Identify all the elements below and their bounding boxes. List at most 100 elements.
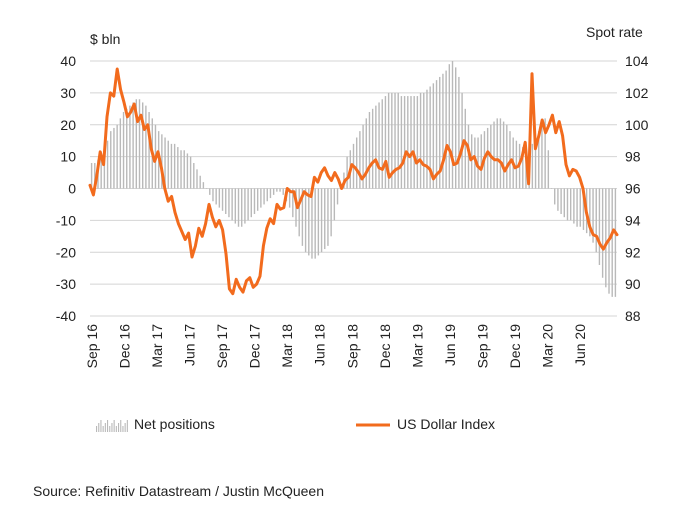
net-position-bar <box>573 188 575 224</box>
net-position-bar <box>269 188 272 199</box>
net-position-bar <box>598 188 601 265</box>
net-position-bar <box>129 105 131 189</box>
left-tick-label: 30 <box>60 85 76 101</box>
net-position-bar <box>189 156 192 189</box>
net-position-bar <box>442 73 444 189</box>
net-position-bar <box>119 118 122 189</box>
net-position-bar <box>458 76 460 189</box>
net-position-bar <box>410 96 412 189</box>
net-position-bar <box>365 118 367 189</box>
legend-bar-stripe <box>98 423 100 432</box>
net-position-bar <box>231 188 233 221</box>
right-tick-label: 90 <box>625 276 641 292</box>
x-tick-label: Sep 16 <box>84 324 100 369</box>
right-tick-label: 94 <box>625 212 641 228</box>
net-position-bar <box>333 188 336 221</box>
net-position-bar <box>225 188 227 214</box>
net-position-bar <box>432 83 435 189</box>
net-position-bar <box>384 96 387 189</box>
net-position-bar <box>116 124 118 189</box>
net-position-bar <box>263 188 265 205</box>
net-position-bar <box>113 127 115 189</box>
net-position-bar <box>474 137 476 189</box>
net-position-bar <box>94 163 96 189</box>
net-position-bar <box>589 188 591 237</box>
net-position-bar <box>122 112 125 189</box>
net-position-bar <box>592 188 594 243</box>
net-position-bar <box>515 140 518 189</box>
net-position-bar <box>237 188 240 227</box>
right-axis-ticks: 104 102 100 98 96 94 92 90 88 <box>625 53 649 324</box>
x-tick-label: Sep 18 <box>344 324 360 369</box>
net-position-bar <box>381 99 383 189</box>
net-position-bar <box>317 188 320 256</box>
net-position-bar <box>569 188 572 221</box>
net-position-bar <box>209 188 211 195</box>
left-tick-label: -30 <box>56 276 76 292</box>
net-position-bar <box>477 137 479 189</box>
net-position-bar <box>272 188 275 195</box>
net-position-bar <box>314 188 316 259</box>
net-position-bar <box>161 134 163 189</box>
net-position-bar <box>173 143 176 189</box>
x-axis-ticks: Sep 16 Dec 16 Mar 17 Jun 17 Sep 17 Dec 17 Mar … <box>84 324 588 369</box>
dollar-index-line <box>88 67 619 296</box>
legend-bar-stripe <box>102 426 104 432</box>
net-position-bar <box>103 150 106 189</box>
net-position-bar <box>566 188 569 221</box>
net-position-bar <box>215 188 217 205</box>
x-tick-label: Jun 17 <box>182 324 198 366</box>
net-position-bar <box>534 137 537 189</box>
legend: Net positions US Dollar Index <box>96 416 495 432</box>
net-position-bar <box>355 137 358 189</box>
left-tick-label: 20 <box>60 117 76 133</box>
net-position-bar <box>256 188 259 211</box>
net-position-bar <box>614 188 617 297</box>
right-tick-label: 100 <box>625 117 649 133</box>
net-position-bar <box>362 124 364 189</box>
right-tick-label: 102 <box>625 85 649 101</box>
legend-bar-stripe <box>120 420 122 432</box>
net-position-bar <box>601 188 604 278</box>
legend-bar-stripe <box>111 423 113 432</box>
legend-bar-stripe <box>100 420 102 432</box>
net-position-bar <box>387 92 390 189</box>
net-position-bar <box>448 64 451 189</box>
net-position-bar <box>266 188 268 202</box>
net-position-bar <box>470 134 473 189</box>
net-position-bar <box>576 188 578 227</box>
x-tick-label: Sep 19 <box>474 324 490 369</box>
net-position-bar <box>234 188 237 224</box>
net-position-bar <box>253 188 256 214</box>
x-tick-label: Jun 20 <box>572 324 588 366</box>
x-tick-label: Mar 20 <box>540 324 556 368</box>
net-position-bar <box>407 96 409 189</box>
right-tick-label: 98 <box>625 149 641 165</box>
net-position-bar <box>429 86 431 189</box>
net-positions-bars <box>90 61 617 297</box>
legend-bar-stripe <box>107 420 109 432</box>
x-tick-label: Mar 18 <box>279 324 295 368</box>
net-position-bar <box>311 188 313 259</box>
x-tick-label: Jun 19 <box>442 324 458 366</box>
x-tick-label: Mar 19 <box>409 324 425 368</box>
net-position-bar <box>126 108 128 189</box>
right-tick-label: 88 <box>625 308 641 324</box>
legend-net-positions-label: Net positions <box>134 416 215 432</box>
net-position-bar <box>218 188 221 208</box>
source-note: Source: Refinitiv Datastream / Justin Mc… <box>33 483 324 499</box>
net-position-bar <box>544 118 546 189</box>
net-position-bar <box>336 188 339 205</box>
right-tick-label: 92 <box>625 244 641 260</box>
net-position-bar <box>183 150 185 189</box>
right-tick-label: 104 <box>625 53 649 69</box>
left-tick-label: 40 <box>60 53 76 69</box>
net-position-bar <box>100 156 102 189</box>
net-position-bar <box>496 118 498 189</box>
net-position-bar <box>228 188 230 218</box>
x-tick-label: Dec 18 <box>377 324 393 369</box>
net-position-bar <box>282 188 284 195</box>
x-tick-label: Jun 18 <box>312 324 328 366</box>
net-position-bar <box>320 188 323 253</box>
